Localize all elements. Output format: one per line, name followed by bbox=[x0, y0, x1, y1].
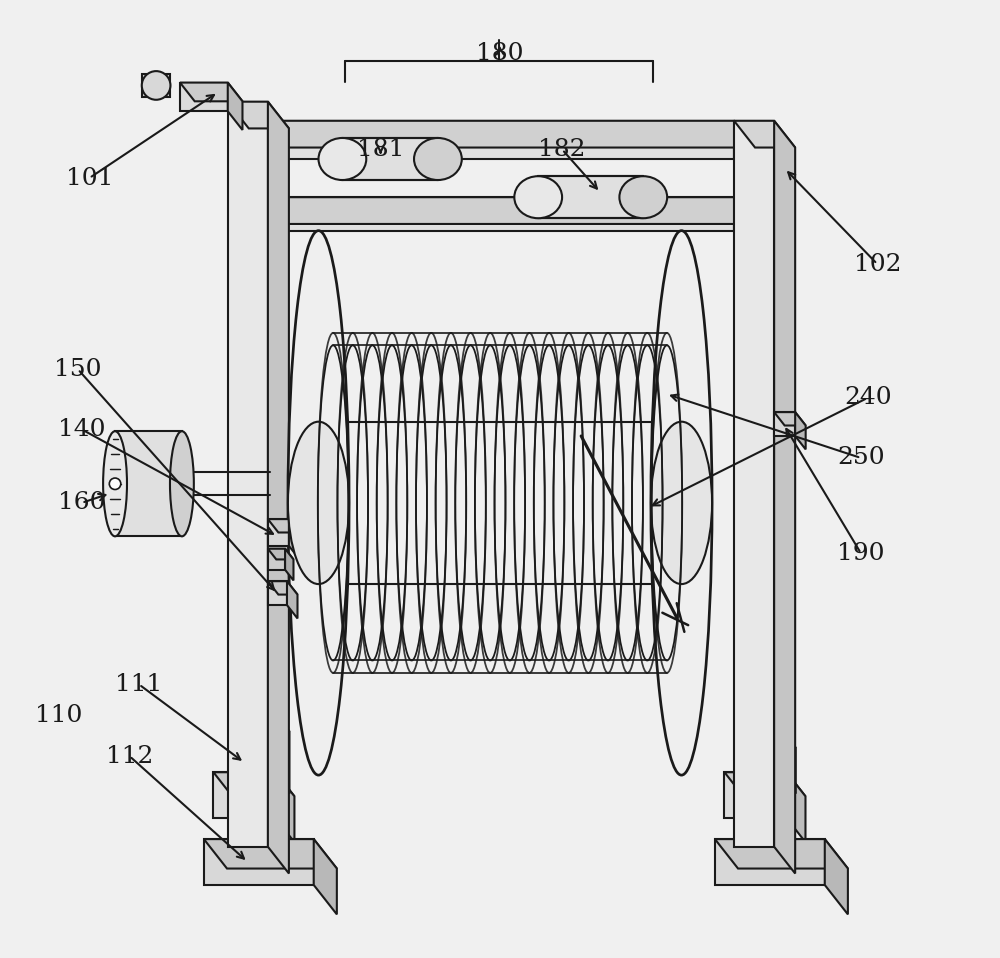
Polygon shape bbox=[213, 772, 276, 818]
Polygon shape bbox=[180, 82, 242, 102]
Polygon shape bbox=[228, 102, 268, 847]
Polygon shape bbox=[774, 121, 795, 874]
Polygon shape bbox=[276, 772, 294, 842]
Text: 160: 160 bbox=[58, 491, 105, 514]
Text: 112: 112 bbox=[106, 744, 153, 767]
Polygon shape bbox=[715, 839, 825, 885]
Polygon shape bbox=[715, 839, 848, 869]
Polygon shape bbox=[734, 121, 795, 148]
Polygon shape bbox=[268, 519, 299, 533]
Polygon shape bbox=[142, 74, 170, 97]
Ellipse shape bbox=[619, 176, 667, 218]
Polygon shape bbox=[774, 412, 806, 425]
Polygon shape bbox=[233, 710, 289, 732]
Polygon shape bbox=[795, 412, 806, 449]
Text: 181: 181 bbox=[357, 138, 404, 161]
Ellipse shape bbox=[170, 431, 194, 536]
Text: 190: 190 bbox=[837, 542, 885, 565]
Text: 240: 240 bbox=[844, 386, 892, 409]
Polygon shape bbox=[115, 431, 182, 536]
Polygon shape bbox=[268, 102, 289, 874]
Polygon shape bbox=[273, 710, 289, 793]
Polygon shape bbox=[204, 839, 314, 885]
Ellipse shape bbox=[103, 431, 127, 536]
Text: 182: 182 bbox=[538, 138, 586, 161]
Polygon shape bbox=[724, 772, 787, 818]
Polygon shape bbox=[739, 726, 779, 772]
Ellipse shape bbox=[651, 231, 712, 775]
Polygon shape bbox=[342, 138, 438, 180]
Polygon shape bbox=[204, 839, 337, 869]
Text: 111: 111 bbox=[115, 673, 163, 696]
Polygon shape bbox=[774, 412, 795, 436]
Polygon shape bbox=[538, 176, 643, 218]
Polygon shape bbox=[228, 82, 242, 130]
Text: 110: 110 bbox=[35, 704, 82, 727]
Polygon shape bbox=[268, 121, 734, 159]
Ellipse shape bbox=[109, 478, 121, 490]
Ellipse shape bbox=[514, 176, 562, 218]
Polygon shape bbox=[268, 549, 285, 570]
Text: 180: 180 bbox=[476, 42, 524, 65]
Text: 140: 140 bbox=[58, 418, 105, 441]
Polygon shape bbox=[268, 197, 755, 224]
Polygon shape bbox=[285, 549, 293, 581]
Text: 101: 101 bbox=[66, 167, 113, 190]
Ellipse shape bbox=[319, 138, 366, 180]
Ellipse shape bbox=[414, 138, 462, 180]
Polygon shape bbox=[779, 726, 796, 793]
Polygon shape bbox=[734, 121, 755, 186]
Polygon shape bbox=[314, 839, 337, 914]
Ellipse shape bbox=[651, 422, 712, 584]
Polygon shape bbox=[268, 519, 289, 546]
Polygon shape bbox=[734, 121, 774, 847]
Polygon shape bbox=[289, 519, 299, 559]
Ellipse shape bbox=[142, 71, 170, 100]
Polygon shape bbox=[268, 121, 755, 148]
Polygon shape bbox=[734, 197, 755, 258]
Polygon shape bbox=[787, 772, 805, 842]
Polygon shape bbox=[739, 726, 796, 748]
Polygon shape bbox=[268, 549, 293, 559]
Polygon shape bbox=[228, 102, 289, 128]
Polygon shape bbox=[268, 582, 297, 595]
Ellipse shape bbox=[288, 231, 349, 775]
Text: 102: 102 bbox=[854, 253, 901, 276]
Polygon shape bbox=[825, 839, 848, 914]
Polygon shape bbox=[233, 710, 273, 772]
Polygon shape bbox=[180, 82, 228, 111]
Text: 250: 250 bbox=[837, 446, 885, 469]
Polygon shape bbox=[268, 582, 287, 605]
Text: 150: 150 bbox=[54, 357, 102, 380]
Polygon shape bbox=[213, 772, 294, 796]
Polygon shape bbox=[287, 582, 297, 619]
Polygon shape bbox=[268, 197, 734, 231]
Polygon shape bbox=[724, 772, 805, 796]
Ellipse shape bbox=[288, 422, 349, 584]
